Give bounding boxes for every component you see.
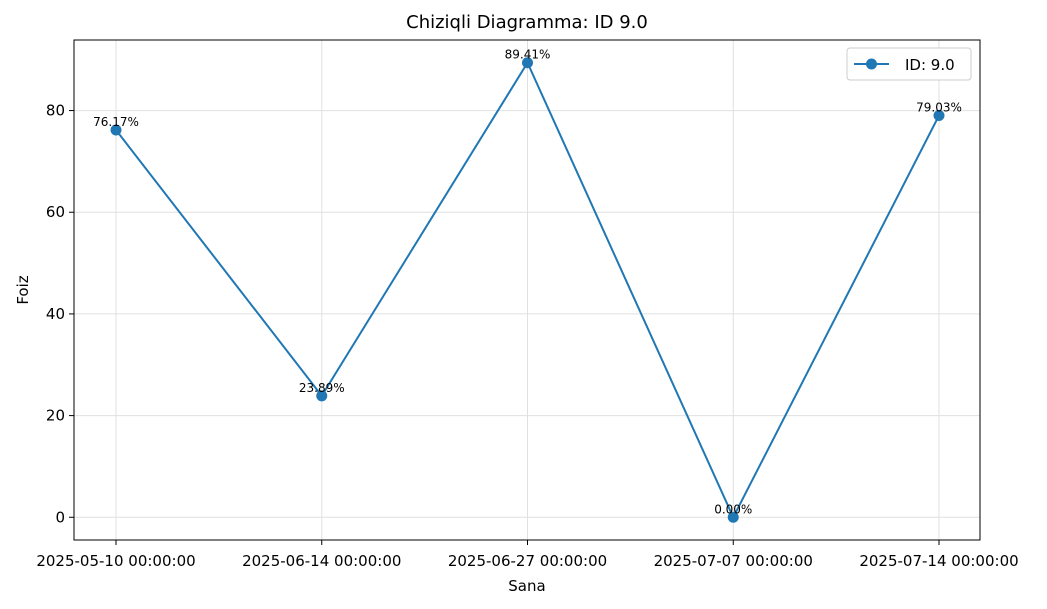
y-tick-label: 80 bbox=[46, 102, 65, 120]
grid-layer bbox=[74, 40, 980, 540]
x-tick-label: 2025-06-27 00:00:00 bbox=[448, 552, 607, 570]
data-label: 76.17% bbox=[93, 115, 139, 129]
y-tick-label: 40 bbox=[46, 305, 65, 323]
data-point bbox=[727, 511, 739, 523]
x-tick-label: 2025-07-14 00:00:00 bbox=[859, 552, 1018, 570]
data-label: 23.89% bbox=[299, 381, 345, 395]
chart-title: Chiziqli Diagramma: ID 9.0 bbox=[406, 12, 648, 33]
tick-layer: 0 20 40 60 80 2025-05-10 00:00:00 2025-06-14 0… bbox=[36, 102, 1018, 570]
data-point bbox=[110, 124, 122, 136]
y-axis-label: Foiz bbox=[14, 275, 32, 304]
legend-marker-swatch bbox=[866, 58, 877, 70]
data-label: 79.03% bbox=[916, 100, 962, 114]
x-tick-label: 2025-07-07 00:00:00 bbox=[654, 552, 813, 570]
legend-label: ID: 9.0 bbox=[905, 56, 955, 74]
legend: ID: 9.0 bbox=[846, 47, 972, 81]
series-layer: 76.17% 23.89% 89.41% 0.00% 79.03% bbox=[93, 48, 962, 523]
legend-box bbox=[846, 47, 972, 81]
y-tick-label: 20 bbox=[46, 407, 65, 425]
data-point bbox=[933, 109, 945, 121]
data-point bbox=[522, 57, 533, 69]
data-point bbox=[316, 390, 328, 402]
data-label: 0.00% bbox=[714, 502, 752, 516]
x-tick-label: 2025-05-10 00:00:00 bbox=[36, 552, 195, 570]
x-axis-label: Sana bbox=[508, 577, 545, 595]
y-tick-label: 0 bbox=[55, 508, 65, 526]
data-label: 89.41% bbox=[505, 48, 551, 62]
x-tick-label: 2025-06-14 00:00:00 bbox=[242, 552, 401, 570]
y-tick-label: 60 bbox=[46, 203, 65, 221]
